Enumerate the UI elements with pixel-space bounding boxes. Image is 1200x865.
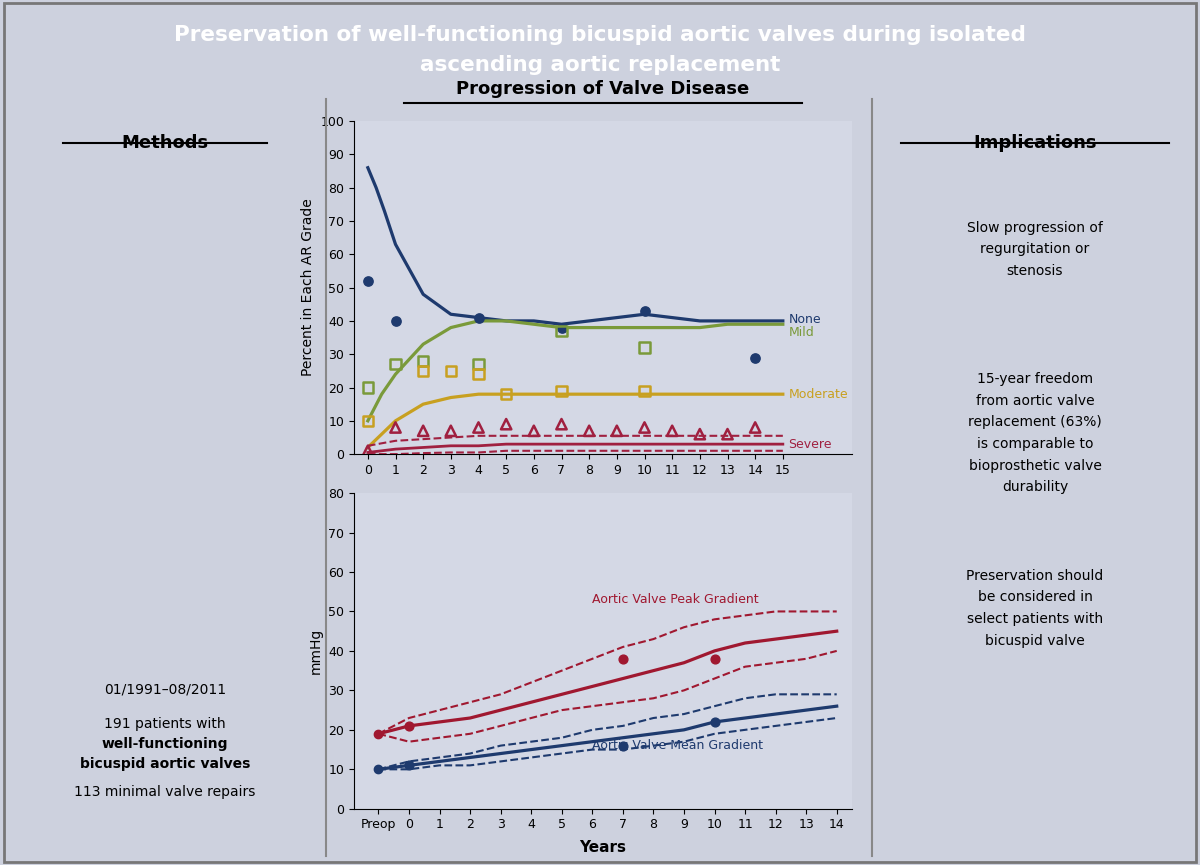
Point: [400, 759, 419, 772]
Text: Severe: Severe: [788, 438, 832, 451]
Text: 15-year freedom
from aortic valve
replacement (63%)
is comparable to
bioprosthet: 15-year freedom from aortic valve replac…: [968, 372, 1102, 495]
Point: [469, 368, 488, 381]
Text: Moderate: Moderate: [788, 388, 848, 400]
Point: [414, 354, 433, 368]
X-axis label: Years: Years: [580, 840, 626, 855]
Text: Methods: Methods: [121, 133, 209, 151]
Point: [635, 420, 654, 434]
Point: [745, 420, 764, 434]
Point: [635, 384, 654, 398]
Y-axis label: Percent in Each AR Grade: Percent in Each AR Grade: [301, 199, 314, 376]
Point: [552, 321, 571, 335]
Point: [442, 424, 461, 438]
Point: [613, 652, 632, 666]
Point: [497, 388, 516, 401]
Text: Aortic Valve Mean Gradient: Aortic Valve Mean Gradient: [593, 739, 763, 753]
Point: [704, 715, 724, 729]
Point: [442, 364, 461, 378]
Point: [580, 424, 599, 438]
Point: [524, 424, 544, 438]
Point: [386, 314, 406, 328]
Text: Preservation should
be considered in
select patients with
bicuspid valve: Preservation should be considered in sel…: [966, 569, 1104, 648]
Point: [552, 417, 571, 431]
Point: [718, 427, 737, 441]
Text: Implications: Implications: [973, 133, 1097, 151]
Point: [704, 652, 724, 666]
Point: [552, 384, 571, 398]
Point: [414, 424, 433, 438]
Y-axis label: mmHg: mmHg: [308, 628, 323, 674]
Point: [386, 357, 406, 371]
Point: [359, 413, 378, 427]
Point: [359, 381, 378, 394]
Point: [635, 304, 654, 317]
Text: Slow progression of
regurgitation or
stenosis: Slow progression of regurgitation or ste…: [967, 221, 1103, 278]
Point: [607, 424, 626, 438]
Text: 01/1991–08/2011: 01/1991–08/2011: [104, 682, 226, 697]
Text: None: None: [788, 313, 821, 326]
Point: [469, 357, 488, 371]
Point: [613, 739, 632, 753]
Point: [497, 417, 516, 431]
Text: 191 patients with: 191 patients with: [104, 717, 226, 731]
Text: Aortic Valve Peak Gradient: Aortic Valve Peak Gradient: [593, 593, 758, 606]
Point: [690, 427, 709, 441]
Point: [469, 420, 488, 434]
Point: [469, 311, 488, 324]
Point: [359, 274, 378, 288]
Text: Preservation of well-functioning bicuspid aortic valves during isolated
ascendin: Preservation of well-functioning bicuspi…: [174, 25, 1026, 74]
Text: Progression of Valve Disease: Progression of Valve Disease: [456, 80, 750, 98]
Point: [386, 420, 406, 434]
Point: [745, 350, 764, 364]
Point: [635, 341, 654, 355]
Text: well-functioning
bicuspid aortic valves: well-functioning bicuspid aortic valves: [80, 738, 250, 771]
Point: [552, 324, 571, 338]
Text: Mild: Mild: [788, 326, 814, 339]
Point: [414, 364, 433, 378]
Point: [359, 444, 378, 458]
Text: 113 minimal valve repairs: 113 minimal valve repairs: [74, 785, 256, 799]
Point: [400, 719, 419, 733]
Point: [662, 424, 682, 438]
